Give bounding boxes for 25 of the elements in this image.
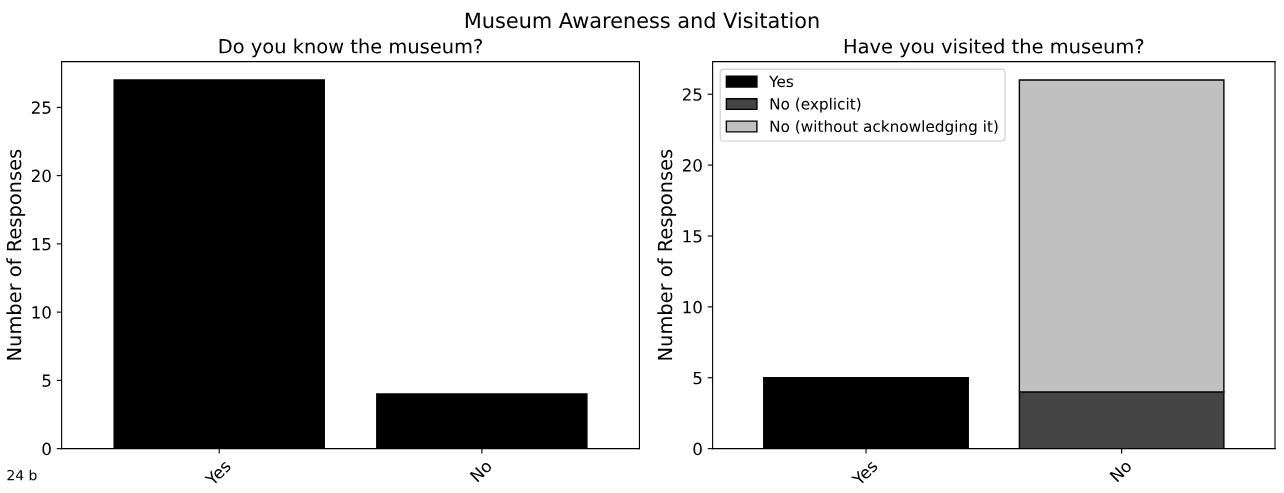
y-tick-label: 0 <box>693 442 702 456</box>
y-tick-label: 10 <box>683 300 702 314</box>
y-tick-label: 15 <box>683 230 702 243</box>
x-tick-label: Yes <box>204 459 232 487</box>
y-tick-label: 5 <box>693 371 702 385</box>
y-tick-label: 20 <box>682 159 702 172</box>
text: Museum Awareness and Visitation <box>465 12 819 29</box>
legend-label: No (without acknowledging it) <box>770 120 998 136</box>
legend-label: No (explicit) <box>770 97 861 113</box>
x-tick-label: No <box>1109 459 1133 483</box>
y-tick-label: 15 <box>32 238 51 251</box>
chart-title: Do you know the museum? <box>219 38 482 58</box>
y-tick-label: 0 <box>42 442 51 456</box>
y-axis-title: Number of Responses <box>657 149 677 360</box>
y-tick-label: 20 <box>31 169 51 183</box>
y-tick-label: 10 <box>32 306 51 319</box>
text: 24 b <box>7 469 37 481</box>
y-tick-label: 25 <box>682 88 702 101</box>
x-tick-label: Yes <box>851 459 879 487</box>
y-tick-label: 25 <box>31 101 51 114</box>
legend-label: Yes <box>769 75 794 88</box>
chart-title: Have you visited the museum? <box>844 38 1144 58</box>
y-tick-label: 5 <box>42 374 51 387</box>
x-tick-label: No <box>469 459 493 483</box>
y-axis-title: Number of Responses <box>6 149 26 360</box>
